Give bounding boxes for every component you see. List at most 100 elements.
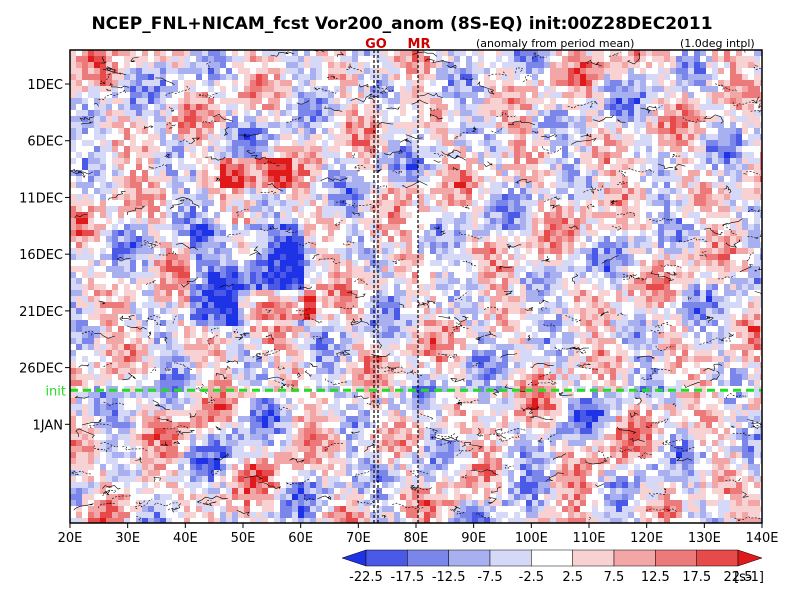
- heatmap-cell: [82, 212, 89, 219]
- heatmap-cell: [316, 170, 323, 177]
- heatmap-cell: [82, 86, 89, 93]
- heatmap-cell: [430, 182, 437, 189]
- heatmap-cell: [742, 92, 749, 99]
- heatmap-cell: [718, 260, 725, 267]
- heatmap-cell: [190, 158, 197, 165]
- heatmap-cell: [82, 308, 89, 315]
- heatmap-cell: [184, 152, 191, 159]
- heatmap-cell: [730, 278, 737, 285]
- heatmap-cell: [196, 74, 203, 81]
- heatmap-cell: [76, 182, 83, 189]
- heatmap-cell: [430, 62, 437, 69]
- heatmap-cell: [436, 170, 443, 177]
- heatmap-cell: [664, 86, 671, 93]
- heatmap-cell: [262, 92, 269, 99]
- heatmap-cell: [442, 50, 449, 57]
- heatmap-cell: [232, 56, 239, 63]
- heatmap-cell: [742, 290, 749, 297]
- heatmap-cell: [394, 278, 401, 285]
- heatmap-cell: [346, 260, 353, 267]
- heatmap-cell: [238, 92, 245, 99]
- heatmap-cell: [166, 92, 173, 99]
- heatmap-cell: [106, 50, 113, 57]
- heatmap-cell: [292, 164, 299, 171]
- heatmap-cell: [640, 152, 647, 159]
- heatmap-cell: [466, 278, 473, 285]
- heatmap-cell: [616, 56, 623, 63]
- heatmap-cell: [694, 62, 701, 69]
- heatmap-cell: [382, 74, 389, 81]
- heatmap-cell: [292, 224, 299, 231]
- heatmap-cell: [466, 266, 473, 273]
- heatmap-cell: [106, 254, 113, 261]
- heatmap-cell: [238, 86, 245, 93]
- heatmap-cell: [502, 182, 509, 189]
- heatmap-cell: [484, 248, 491, 255]
- heatmap-cell: [454, 62, 461, 69]
- heatmap-cell: [604, 248, 611, 255]
- heatmap-cell: [658, 128, 665, 135]
- heatmap-cell: [586, 164, 593, 171]
- heatmap-cell: [580, 206, 587, 213]
- heatmap-cell: [598, 290, 605, 297]
- heatmap-cell: [226, 164, 233, 171]
- heatmap-cell: [268, 266, 275, 273]
- heatmap-cell: [424, 80, 431, 87]
- heatmap-cell: [154, 98, 161, 105]
- heatmap-cell: [526, 284, 533, 291]
- heatmap-cell: [640, 254, 647, 261]
- heatmap-cell: [442, 266, 449, 273]
- heatmap-cell: [268, 254, 275, 261]
- heatmap-cell: [112, 188, 119, 195]
- heatmap-cell: [298, 236, 305, 243]
- heatmap-cell: [262, 242, 269, 249]
- heatmap-cell: [700, 62, 707, 69]
- heatmap-cell: [724, 284, 731, 291]
- heatmap-cell: [430, 110, 437, 117]
- heatmap-cell: [268, 296, 275, 303]
- heatmap-cell: [430, 68, 437, 75]
- heatmap-cell: [676, 296, 683, 303]
- heatmap-cell: [166, 56, 173, 63]
- heatmap-cell: [700, 92, 707, 99]
- heatmap-cell: [118, 266, 125, 273]
- heatmap-cell: [478, 176, 485, 183]
- heatmap-cell: [178, 224, 185, 231]
- heatmap-cell: [136, 266, 143, 273]
- heatmap-cell: [664, 98, 671, 105]
- heatmap-cell: [76, 176, 83, 183]
- heatmap-cell: [160, 164, 167, 171]
- heatmap-cell: [400, 266, 407, 273]
- heatmap-cell: [502, 284, 509, 291]
- heatmap-cell: [670, 206, 677, 213]
- heatmap-cell: [118, 176, 125, 183]
- heatmap-cell: [454, 278, 461, 285]
- heatmap-cell: [124, 92, 131, 99]
- heatmap-cell: [112, 92, 119, 99]
- heatmap-cell: [94, 74, 101, 81]
- heatmap-cell: [160, 254, 167, 261]
- heatmap-cell: [478, 290, 485, 297]
- heatmap-cell: [340, 50, 347, 57]
- heatmap-cell: [340, 86, 347, 93]
- heatmap-cell: [742, 68, 749, 75]
- heatmap-cell: [718, 62, 725, 69]
- heatmap-cell: [310, 56, 317, 63]
- heatmap-cell: [670, 188, 677, 195]
- heatmap-cell: [436, 290, 443, 297]
- heatmap-cell: [154, 236, 161, 243]
- heatmap-cell: [682, 164, 689, 171]
- heatmap-cell: [262, 170, 269, 177]
- heatmap-cell: [400, 230, 407, 237]
- heatmap-cell: [130, 212, 137, 219]
- heatmap-cell: [706, 92, 713, 99]
- heatmap-cell: [76, 266, 83, 273]
- heatmap-cell: [640, 50, 647, 57]
- heatmap-cell: [346, 140, 353, 147]
- heatmap-cell: [466, 158, 473, 165]
- heatmap-cell: [100, 62, 107, 69]
- heatmap-cell: [352, 182, 359, 189]
- heatmap-cell: [376, 266, 383, 273]
- heatmap-cell: [160, 140, 167, 147]
- heatmap-cell: [100, 206, 107, 213]
